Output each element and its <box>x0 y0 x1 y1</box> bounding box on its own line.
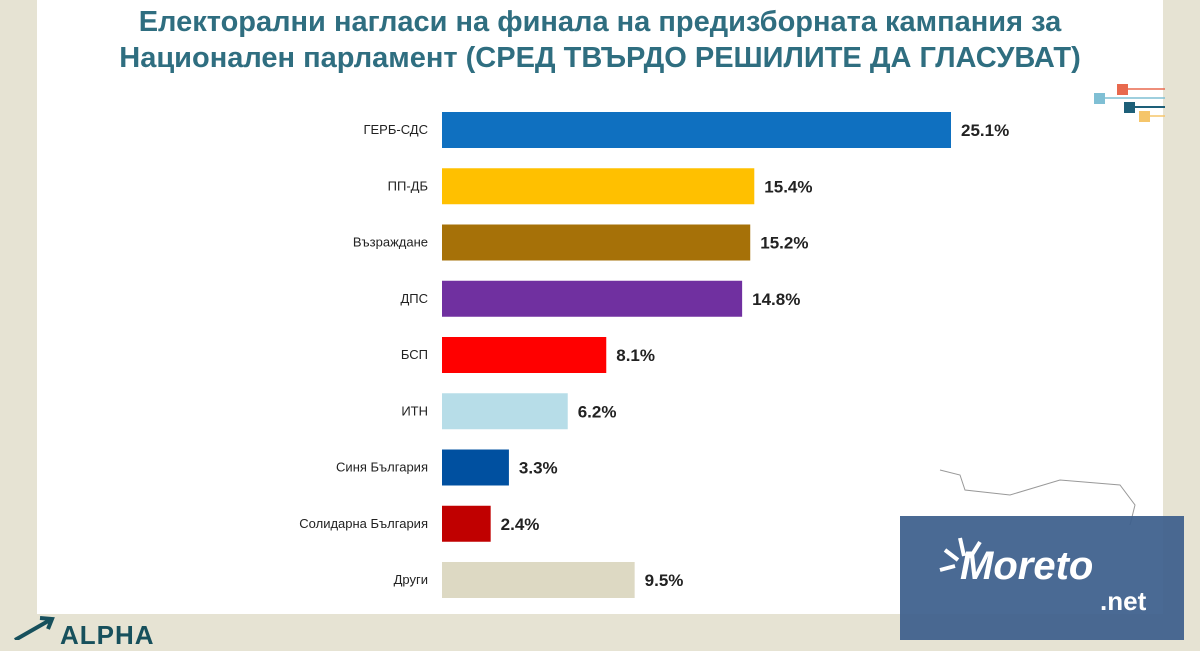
value-label: 9.5% <box>645 571 684 590</box>
watermark-text: Moreto <box>960 544 1094 588</box>
category-label: ГЕРБ-СДС <box>363 122 428 137</box>
bar <box>442 393 568 430</box>
bar <box>442 449 509 486</box>
bar <box>442 562 635 598</box>
chart-title: Електорални нагласи на финала на предизб… <box>119 6 1081 74</box>
bar <box>442 505 491 542</box>
value-label: 14.8% <box>752 290 800 309</box>
category-label: ПП-ДБ <box>388 178 428 193</box>
category-label: Възраждане <box>353 235 428 250</box>
category-label: Синя България <box>336 460 428 475</box>
bar <box>442 112 951 148</box>
value-label: 15.2% <box>760 234 808 253</box>
bulgaria-map-icon <box>939 469 1136 525</box>
bar <box>442 337 607 373</box>
sun-icon <box>939 537 982 572</box>
value-label: 8.1% <box>616 346 655 365</box>
arrow-icon <box>14 616 55 640</box>
value-label: 6.2% <box>578 402 617 421</box>
value-label: 2.4% <box>501 515 540 534</box>
category-label: Други <box>394 572 428 587</box>
bar <box>442 280 743 317</box>
alpha-logo-text: ALPHA <box>60 620 155 650</box>
moreto-watermark: Moreto .net <box>900 516 1184 640</box>
value-label: 15.4% <box>764 177 812 196</box>
category-label: БСП <box>401 347 428 362</box>
alpha-research-logo: ALPHA <box>0 614 190 650</box>
category-label: Солидарна България <box>299 516 428 531</box>
value-label: 3.3% <box>519 459 558 478</box>
bar <box>442 224 751 261</box>
category-label: ИТН <box>401 403 428 418</box>
category-label: ДПС <box>400 291 428 306</box>
watermark-domain: .net <box>1100 586 1147 616</box>
decorative-lines-icon <box>1094 84 1165 122</box>
bar <box>442 168 755 205</box>
value-label: 25.1% <box>961 121 1009 140</box>
